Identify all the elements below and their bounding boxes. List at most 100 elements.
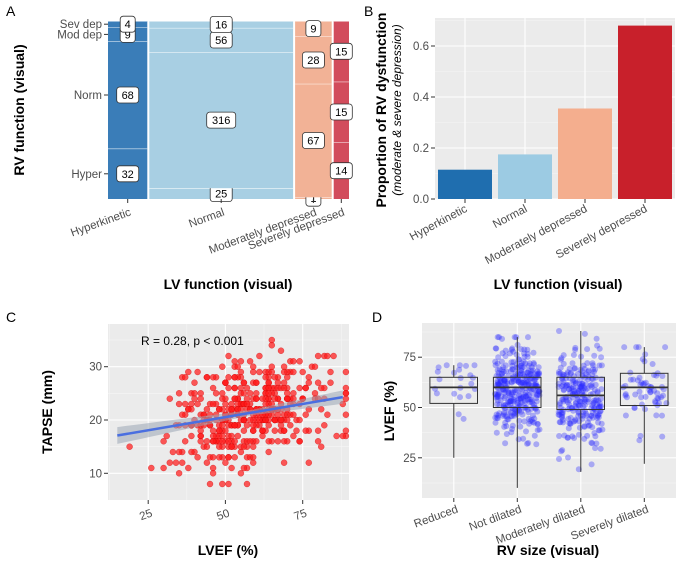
jitter-point — [593, 440, 600, 447]
jitter-point — [653, 372, 660, 379]
y-tick-label: 0.0 — [413, 194, 429, 206]
jitter-point — [597, 403, 604, 410]
jitter-point — [519, 379, 526, 386]
scatter-point — [259, 427, 266, 434]
jitter-point — [505, 399, 512, 406]
mosaic-count-label: 316 — [212, 115, 230, 127]
jitter-point — [574, 396, 581, 403]
jitter-point — [590, 366, 597, 373]
mosaic-count-label: 16 — [215, 19, 227, 31]
jitter-point — [591, 405, 598, 412]
scatter-point — [268, 368, 275, 376]
jitter-point — [517, 380, 524, 387]
plot-background — [422, 323, 676, 498]
jitter-point — [557, 400, 563, 407]
jitter-point — [508, 389, 515, 396]
jitter-point — [580, 403, 587, 410]
jitter-point — [563, 382, 570, 389]
scatter-point — [280, 363, 288, 370]
scatter-point — [314, 427, 322, 434]
jitter-point — [641, 380, 648, 387]
jitter-point — [563, 371, 570, 378]
scatter-point — [188, 448, 195, 456]
jitter-point — [508, 413, 515, 420]
jitter-point — [496, 334, 502, 341]
scatter-point — [305, 459, 312, 466]
scatter-point — [324, 352, 331, 360]
jitter-point — [581, 330, 588, 337]
jitter-point — [557, 370, 564, 377]
jitter-point — [527, 370, 534, 377]
mosaic-count-box — [209, 15, 233, 33]
scatter-point — [234, 363, 241, 370]
scatter-point — [126, 443, 133, 450]
scatter-point — [237, 470, 245, 477]
jitter-point — [526, 380, 533, 387]
jitter-point — [556, 433, 563, 439]
jitter-point — [576, 380, 583, 387]
scatter-point — [243, 384, 251, 392]
panel-b-letter: B — [364, 3, 373, 19]
jitter-point — [501, 389, 508, 396]
jitter-point — [595, 419, 602, 426]
jitter-point — [535, 390, 542, 397]
scatter-point — [219, 363, 226, 370]
jitter-point — [581, 365, 588, 372]
jitter-point — [638, 379, 645, 386]
scatter-point — [243, 395, 251, 402]
jitter-point — [564, 382, 570, 389]
scatter-point — [280, 459, 288, 466]
jitter-point — [576, 377, 583, 384]
jitter-point — [508, 398, 514, 404]
jitter-point — [531, 415, 538, 422]
jitter-point — [642, 406, 648, 413]
jitter-point — [508, 379, 515, 386]
jitter-point — [622, 391, 629, 398]
scatter-point — [228, 400, 235, 408]
jitter-point — [535, 364, 542, 371]
jitter-point — [564, 369, 571, 376]
jitter-point — [533, 398, 540, 405]
jitter-point — [560, 381, 567, 388]
jitter-point — [513, 361, 520, 367]
scatter-point — [318, 443, 325, 450]
scatter-point — [219, 390, 226, 397]
jitter-point — [511, 410, 518, 417]
scatter-point — [237, 358, 245, 365]
jitter-point — [597, 445, 604, 452]
jitter-point — [531, 401, 538, 408]
jitter-point — [559, 409, 566, 416]
scatter-point — [280, 427, 288, 434]
jitter-point — [560, 387, 567, 394]
jitter-point — [596, 403, 603, 410]
jitter-point — [520, 435, 527, 442]
jitter-point — [523, 378, 530, 385]
mosaic-count-label: 4 — [125, 19, 131, 31]
scatter-point — [209, 438, 217, 445]
scatter-point — [240, 427, 248, 434]
jitter-point — [634, 377, 641, 384]
jitter-point — [493, 394, 500, 401]
jitter-point — [502, 405, 509, 412]
jitter-point — [505, 388, 512, 395]
jitter-point — [495, 391, 502, 398]
jitter-point — [560, 360, 567, 367]
jitter-point — [512, 388, 519, 395]
jitter-point — [581, 396, 588, 403]
jitter-point — [509, 345, 516, 352]
jitter-point — [580, 409, 587, 416]
jitter-point — [502, 347, 509, 354]
jitter-point — [575, 413, 582, 419]
jitter-point — [591, 386, 598, 393]
jitter-point — [468, 380, 475, 387]
jitter-point — [509, 422, 516, 429]
jitter-point — [639, 401, 645, 408]
jitter-point — [519, 387, 526, 393]
jitter-point — [570, 418, 577, 425]
scatter-point — [253, 390, 260, 397]
jitter-point — [580, 362, 587, 369]
jitter-point — [494, 392, 501, 399]
jitter-point — [493, 345, 500, 352]
jitter-point — [436, 376, 443, 383]
jitter-point — [515, 375, 521, 381]
